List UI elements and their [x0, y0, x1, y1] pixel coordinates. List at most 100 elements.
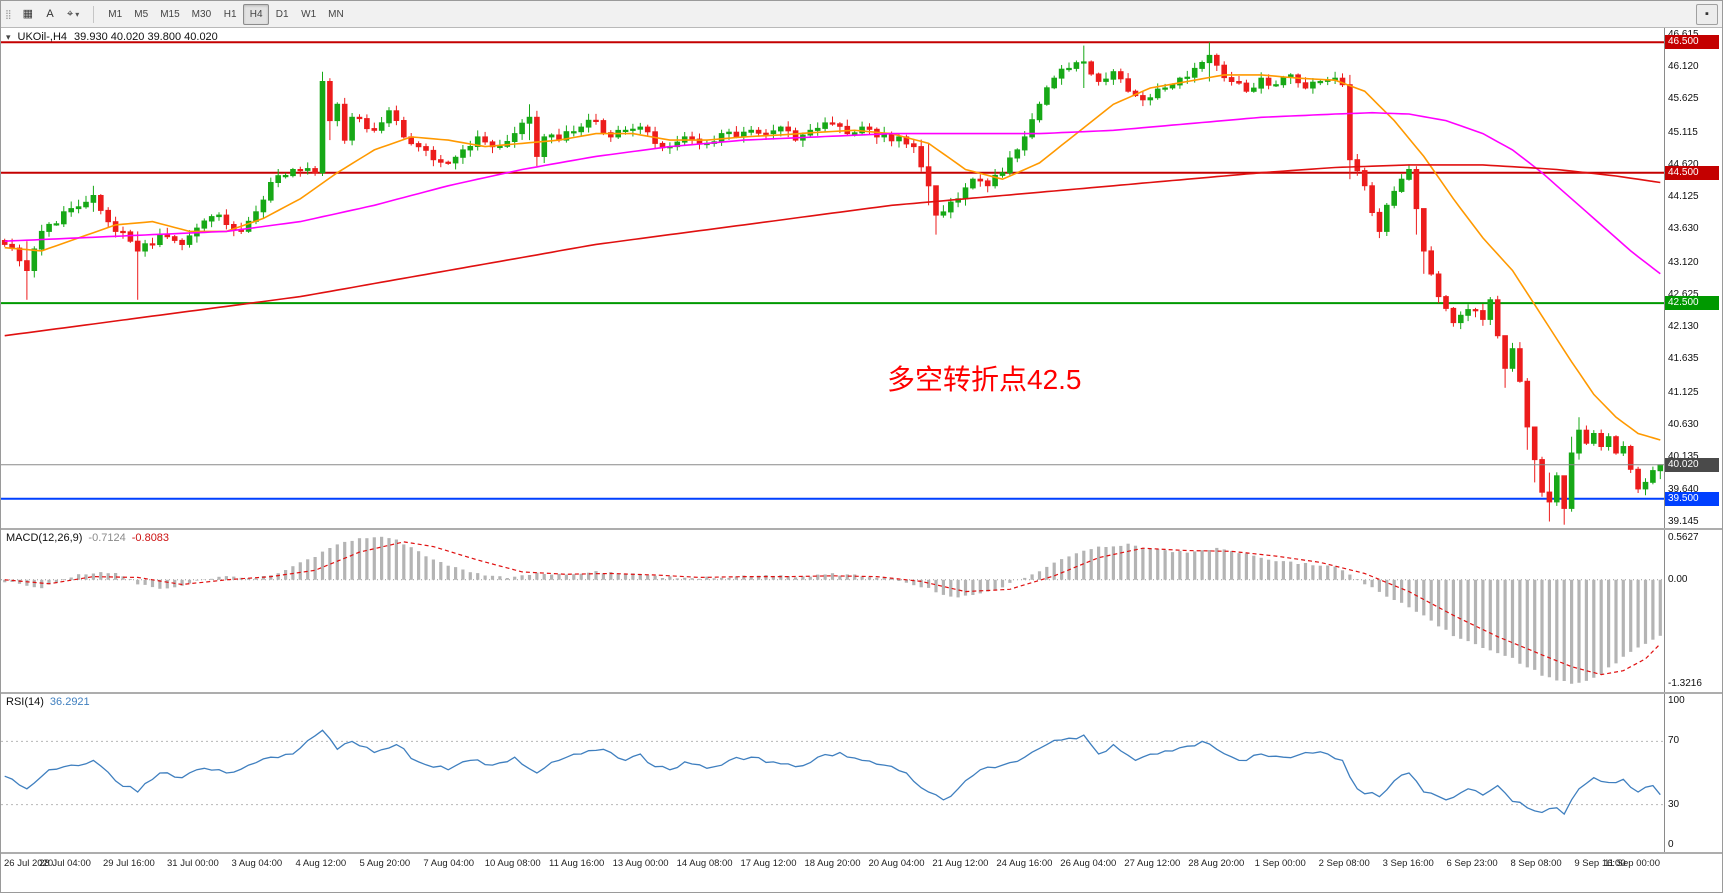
toolbar-grip-handle[interactable]: ⣿ [5, 8, 12, 19]
timeframe-h4-button[interactable]: H4 [243, 3, 270, 25]
main-chart-plot[interactable]: ▾ UKOil-,H4 39.930 40.020 39.800 40.020 … [1, 28, 1664, 528]
current-price-badge: 40.020 [1665, 457, 1719, 472]
price-tick-label: 44.125 [1668, 191, 1699, 203]
time-label: 9 Sep 16:00 [1574, 858, 1626, 869]
panel-splitter-rsi[interactable] [1, 692, 1722, 694]
timeframe-w1-button[interactable]: W1 [301, 8, 317, 20]
one-click-collapse-icon[interactable]: ▾ [6, 31, 11, 42]
ohlc-values: 39.930 40.020 39.800 40.020 [74, 31, 218, 43]
price-tick-label: 43.630 [1668, 223, 1699, 235]
time-label: 28 Aug 20:00 [1188, 858, 1245, 869]
rsi-value: 36.2921 [49, 696, 90, 708]
toolbar: ⣿ ▦ A ⌖ ▾ M1 M5 M15 M30 H1 H4 D1 W1 MN ▪ [1, 1, 1722, 28]
macd-axis[interactable]: 0.5627 0.00 -1.3216 [1664, 530, 1722, 692]
price-tick-label: 44.620 [1668, 158, 1699, 170]
time-axis[interactable]: 26 Jul 2020 28 Jul 04:00 29 Jul 16:00 31 Ju… [1, 854, 1722, 892]
timeframe-mn-button[interactable]: MN [328, 8, 344, 20]
macd-header: MACD(12,26,9) -0.7124 -0.8083 [6, 532, 169, 544]
time-label: 26 Jul 2020 [4, 858, 54, 869]
timeframe-m1-button[interactable]: M1 [108, 8, 123, 20]
price-tick-label: 45.625 [1668, 93, 1699, 105]
macd-scale-label: 0.00 [1668, 573, 1688, 585]
time-label: 3 Sep 16:00 [1382, 858, 1434, 869]
time-label: 29 Jul 16:00 [103, 858, 155, 869]
main-price-axis[interactable]: 46.615 46.120 45.625 45.115 44.620 44.125 43.6… [1664, 28, 1722, 528]
time-label: 6 Sep 23:00 [1446, 858, 1498, 869]
time-label: 24 Aug 16:00 [996, 858, 1053, 869]
chart-header: ▾ UKOil-,H4 39.930 40.020 39.800 40.020 [6, 31, 218, 43]
time-label: 10 Aug 08:00 [484, 858, 541, 869]
time-label: 14 Aug 08:00 [676, 858, 733, 869]
price-tick-label: 40.135 [1668, 451, 1699, 463]
chart-shift-button[interactable]: ▪ [1696, 3, 1718, 25]
timeframe-m5-button[interactable]: M5 [134, 8, 149, 20]
tool-group: ▦ A ⌖ ▾ [17, 3, 86, 25]
symbol-title: UKOil-,H4 [17, 31, 68, 43]
macd-label: MACD(12,26,9) [6, 532, 83, 544]
toolbar-separator [93, 5, 95, 23]
time-label: 11 Aug 16:00 [549, 858, 605, 869]
level-price-badge: 46.500 [1665, 35, 1719, 50]
time-label: 20 Aug 04:00 [868, 858, 925, 869]
rsi-axis[interactable]: 100 70 30 0 [1664, 694, 1722, 852]
price-tick-label: 39.640 [1668, 483, 1699, 495]
chart-grid-tool-icon[interactable]: ▦ [22, 8, 33, 20]
rsi-scale-label: 0 [1668, 839, 1674, 850]
time-label: 13 Aug 00:00 [612, 858, 669, 869]
rsi-header: RSI(14) 36.2921 [6, 696, 90, 708]
price-tick-label: 46.120 [1668, 61, 1699, 73]
macd-svg [1, 536, 1664, 684]
time-label: 11 Sep 00:00 [1604, 858, 1660, 869]
time-label: 31 Jul 00:00 [167, 858, 219, 869]
panel-splitter-macd[interactable] [1, 528, 1722, 530]
price-tick-label: 42.625 [1668, 288, 1699, 300]
macd-panel: MACD(12,26,9) -0.7124 -0.8083 0.5627 0.00… [1, 530, 1722, 692]
price-tick-label: 39.145 [1668, 515, 1699, 527]
price-tick-label: 40.630 [1668, 419, 1699, 430]
rsi-scale-label: 100 [1668, 695, 1685, 706]
price-tick-label: 45.115 [1668, 126, 1698, 138]
rsi-plot[interactable]: RSI(14) 36.2921 [1, 694, 1664, 852]
price-tick-label: 41.635 [1668, 353, 1699, 365]
price-tick-label: 42.130 [1668, 321, 1699, 333]
rsi-svg [1, 729, 1664, 816]
text-tool-icon[interactable]: A [46, 8, 54, 20]
price-tick-label: 43.120 [1668, 256, 1699, 268]
time-label: 1 Sep 00:00 [1254, 858, 1306, 869]
crosshair-tool-icon[interactable]: ⌖ ▾ [67, 8, 80, 20]
rsi-panel: RSI(14) 36.2921 100 70 30 0 [1, 694, 1722, 852]
rsi-scale-label: 70 [1668, 735, 1680, 747]
timeframe-group: M1 M5 M15 M30 H1 H4 D1 W1 MN [102, 3, 349, 25]
chart-annotation-text[interactable]: 多空转折点42.5 [887, 364, 1082, 395]
timeframe-h1-button[interactable]: H1 [223, 8, 237, 20]
time-label: 7 Aug 04:00 [423, 858, 475, 869]
timeframe-m30-button[interactable]: M30 [191, 8, 212, 20]
time-label: 3 Aug 04:00 [231, 858, 283, 869]
macd-value-main: -0.7124 [88, 532, 126, 544]
level-price-badge: 42.500 [1665, 296, 1719, 311]
macd-value-signal: -0.8083 [131, 532, 170, 544]
time-label: 18 Aug 20:00 [804, 858, 861, 869]
timeframe-d1-button[interactable]: D1 [275, 8, 289, 20]
rsi-scale-label: 30 [1668, 798, 1680, 810]
time-label: 2 Sep 08:00 [1318, 858, 1370, 869]
macd-scale-label: -1.3216 [1668, 678, 1702, 689]
price-tick-label: 41.125 [1668, 386, 1699, 398]
timeframe-m15-button[interactable]: M15 [160, 8, 180, 20]
candlestick-svg [1, 41, 1664, 525]
macd-scale-label: 0.5627 [1668, 532, 1699, 543]
time-label: 8 Sep 08:00 [1510, 858, 1562, 869]
time-label: 26 Aug 04:00 [1060, 858, 1117, 869]
dropdown-caret-icon[interactable]: ▾ [75, 10, 80, 19]
time-label: 21 Aug 12:00 [932, 858, 989, 869]
level-price-badge: 39.500 [1665, 491, 1719, 506]
time-label: 28 Jul 04:00 [39, 858, 91, 869]
time-label: 5 Aug 20:00 [359, 858, 411, 869]
time-label: 27 Aug 12:00 [1124, 858, 1181, 869]
macd-plot[interactable]: MACD(12,26,9) -0.7124 -0.8083 [1, 530, 1664, 692]
panel-splitter-timeline[interactable] [1, 852, 1722, 854]
time-label: 4 Aug 12:00 [295, 858, 347, 869]
main-chart-panel: ▾ UKOil-,H4 39.930 40.020 39.800 40.020 … [1, 28, 1722, 528]
level-price-badge: 44.500 [1665, 165, 1719, 180]
